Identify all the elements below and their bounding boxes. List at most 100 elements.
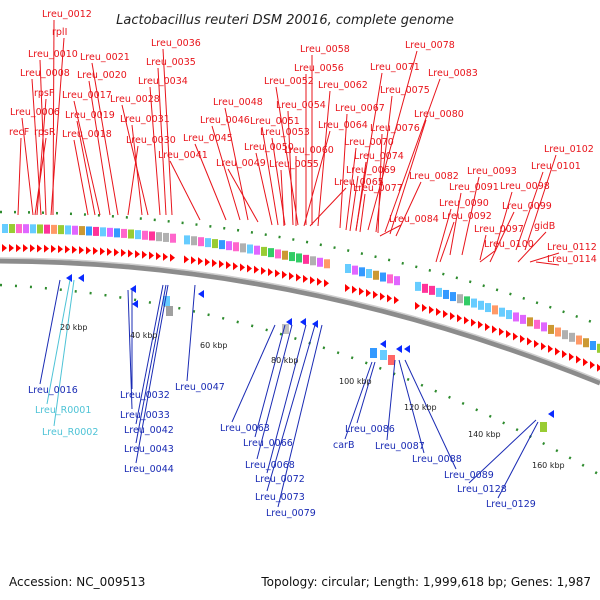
gene-label[interactable]: Lreu_0056 bbox=[294, 63, 344, 74]
gene-label[interactable]: Lreu_0032 bbox=[120, 390, 170, 401]
gene-label[interactable]: Lreu_R0002 bbox=[42, 427, 98, 438]
gene-label[interactable]: Lreu_0089 bbox=[444, 470, 494, 481]
forward-gene-arrow bbox=[359, 287, 364, 296]
gene-label[interactable]: Lreu_0028 bbox=[110, 94, 160, 105]
gene-label[interactable]: Lreu_0053 bbox=[260, 127, 310, 138]
gene-label[interactable]: Lreu_0063 bbox=[220, 423, 270, 434]
gene-label[interactable]: Lreu_0075 bbox=[380, 85, 430, 96]
gene-label[interactable]: rplI bbox=[52, 27, 67, 38]
gene-label[interactable]: Lreu_0102 bbox=[544, 144, 594, 155]
gene-label[interactable]: Lreu_0128 bbox=[457, 484, 507, 495]
gene-block bbox=[464, 296, 470, 306]
gene-label[interactable]: Lreu_0043 bbox=[124, 444, 174, 455]
gene-label[interactable]: Lreu_0062 bbox=[318, 80, 368, 91]
gene-label[interactable]: Lreu_0010 bbox=[28, 49, 78, 60]
gene-label[interactable]: Lreu_0017 bbox=[62, 90, 112, 101]
gene-label[interactable]: Lreu_0084 bbox=[389, 214, 439, 225]
gene-label[interactable]: Lreu_0086 bbox=[345, 424, 395, 435]
gene-label[interactable]: Lreu_0071 bbox=[370, 62, 420, 73]
gene-label[interactable]: Lreu_0042 bbox=[124, 425, 174, 436]
gene-label[interactable]: Lreu_0092 bbox=[442, 211, 492, 222]
gene-label[interactable]: Lreu_0060 bbox=[284, 145, 334, 156]
gene-block bbox=[527, 317, 533, 327]
gene-label[interactable]: Lreu_0090 bbox=[439, 198, 489, 209]
gene-label[interactable]: Lreu_0112 bbox=[547, 242, 597, 253]
gene-label[interactable]: Lreu_0016 bbox=[28, 385, 78, 396]
gene-label[interactable]: rpsF bbox=[34, 88, 54, 99]
gene-label[interactable]: Lreu_0046 bbox=[200, 115, 250, 126]
gene-label[interactable]: gidB bbox=[534, 221, 555, 232]
gene-label[interactable]: Lreu_0055 bbox=[269, 159, 319, 170]
gene-label[interactable]: Lreu_0008 bbox=[20, 68, 70, 79]
gene-label[interactable]: Lreu_0049 bbox=[216, 158, 266, 169]
gene-label[interactable]: Lreu_0034 bbox=[138, 76, 188, 87]
gene-label[interactable]: Lreu_0070 bbox=[344, 137, 394, 148]
gene-label[interactable]: carB bbox=[333, 440, 354, 451]
gene-label[interactable]: Lreu_0099 bbox=[502, 201, 552, 212]
forward-gene-arrow bbox=[254, 265, 259, 274]
forward-gene-arrow bbox=[44, 244, 49, 253]
gene-label[interactable]: Lreu_0030 bbox=[126, 135, 176, 146]
gene-label[interactable]: Lreu_R0001 bbox=[35, 405, 91, 416]
forward-gene-arrow bbox=[30, 244, 35, 253]
leader-line bbox=[345, 147, 357, 231]
gene-label[interactable]: rpsR bbox=[34, 127, 56, 138]
gene-label[interactable]: recF bbox=[9, 127, 29, 138]
gene-label[interactable]: Lreu_0031 bbox=[120, 114, 170, 125]
gene-label[interactable]: Lreu_0114 bbox=[547, 254, 597, 265]
leader-line bbox=[135, 284, 167, 444]
gene-label[interactable]: Lreu_0079 bbox=[266, 508, 316, 519]
gene-label[interactable]: Lreu_0041 bbox=[158, 150, 208, 161]
gene-label[interactable]: Lreu_0078 bbox=[405, 40, 455, 51]
gene-label[interactable]: Lreu_0080 bbox=[414, 109, 464, 120]
gene-label[interactable]: Lreu_0054 bbox=[276, 100, 326, 111]
gene-label[interactable]: Lreu_0097 bbox=[474, 224, 524, 235]
gene-label[interactable]: Lreu_0019 bbox=[65, 110, 115, 121]
forward-gene-arrow bbox=[198, 257, 203, 266]
gene-label[interactable]: Lreu_0077 bbox=[353, 183, 403, 194]
gene-label[interactable]: Lreu_0035 bbox=[146, 57, 196, 68]
gene-label[interactable]: Lreu_0021 bbox=[80, 52, 130, 63]
gene-label[interactable]: Lreu_0091 bbox=[449, 182, 499, 193]
gene-label[interactable]: Lreu_0082 bbox=[409, 171, 459, 182]
gene-label[interactable]: Lreu_0064 bbox=[318, 120, 368, 131]
scale-tick-label: 80 kbp bbox=[271, 356, 299, 365]
gene-label[interactable]: Lreu_0093 bbox=[467, 166, 517, 177]
gene-label[interactable]: Lreu_0100 bbox=[484, 239, 534, 250]
gene-label[interactable]: Lreu_0076 bbox=[370, 123, 420, 134]
gene-label[interactable]: Lreu_0074 bbox=[354, 151, 404, 162]
gene-label[interactable]: Lreu_0087 bbox=[375, 441, 425, 452]
gene-label[interactable]: Lreu_0020 bbox=[77, 70, 127, 81]
gene-label[interactable]: Lreu_0052 bbox=[264, 76, 314, 87]
leader-line bbox=[303, 130, 331, 227]
gene-label[interactable]: Lreu_0050 bbox=[244, 142, 294, 153]
gene-label[interactable]: Lreu_0083 bbox=[428, 68, 478, 79]
forward-gene-arrow bbox=[128, 249, 133, 258]
gene-label[interactable]: Lreu_0066 bbox=[243, 438, 293, 449]
forward-gene-arrow bbox=[79, 246, 84, 255]
gene-label[interactable]: Lreu_0033 bbox=[120, 410, 170, 421]
gene-label[interactable]: Lreu_0048 bbox=[213, 97, 263, 108]
leader-line bbox=[186, 284, 196, 382]
gene-label[interactable]: Lreu_0068 bbox=[245, 460, 295, 471]
gene-label[interactable]: Lreu_0067 bbox=[335, 103, 385, 114]
gene-label[interactable]: Lreu_0098 bbox=[500, 181, 550, 192]
gene-label[interactable]: Lreu_0012 bbox=[42, 9, 92, 20]
gene-label[interactable]: Lreu_0072 bbox=[255, 474, 305, 485]
gene-label[interactable]: Lreu_0044 bbox=[124, 464, 174, 475]
gene-label[interactable]: Lreu_0036 bbox=[151, 38, 201, 49]
gene-label[interactable]: Lreu_0088 bbox=[412, 454, 462, 465]
gene-label[interactable]: Lreu_0051 bbox=[250, 116, 300, 127]
gene-label[interactable]: Lreu_0073 bbox=[255, 492, 305, 503]
gene-label[interactable]: Lreu_0058 bbox=[300, 44, 350, 55]
gene-label[interactable]: Lreu_0101 bbox=[531, 161, 581, 172]
gene-label[interactable]: Lreu_0047 bbox=[175, 382, 225, 393]
gene-label[interactable]: Lreu_0045 bbox=[183, 133, 233, 144]
gene-label[interactable]: Lreu_0006 bbox=[10, 107, 60, 118]
gene-label[interactable]: Lreu_0069 bbox=[346, 165, 396, 176]
leader-line bbox=[254, 324, 286, 438]
gene-label[interactable]: Lreu_0129 bbox=[486, 499, 536, 510]
gene-label[interactable]: Lreu_0065 bbox=[334, 177, 384, 188]
gene-label[interactable]: Lreu_0018 bbox=[62, 129, 112, 140]
gene-block bbox=[163, 232, 169, 242]
